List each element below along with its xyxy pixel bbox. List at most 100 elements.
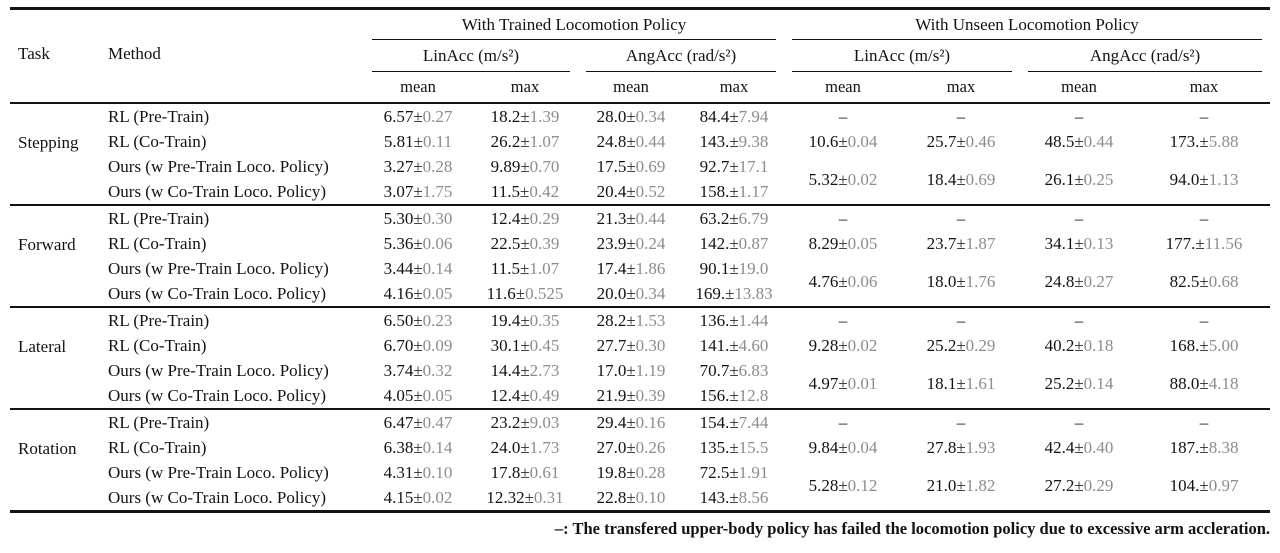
value-std: 1.76 bbox=[965, 271, 996, 291]
value-mean: 5.30 bbox=[383, 209, 414, 228]
missing-value-cell: – bbox=[1020, 306, 1138, 333]
value-cell: 6.50±0.23 bbox=[364, 306, 472, 333]
dash-symbol: – bbox=[1199, 311, 1209, 330]
value-std: 7.44 bbox=[738, 413, 769, 432]
value-cell: 141.±4.60 bbox=[684, 333, 784, 358]
plus-minus-symbol: ± bbox=[956, 271, 966, 291]
value-cell: 158.±1.17 bbox=[684, 179, 784, 205]
plus-minus-symbol: ± bbox=[626, 438, 636, 457]
plus-minus-symbol: ± bbox=[1199, 132, 1209, 151]
value-std: 0.01 bbox=[847, 373, 878, 393]
plus-minus-symbol: ± bbox=[729, 157, 739, 176]
column-header-mean: mean bbox=[784, 72, 902, 104]
value-std: 1.86 bbox=[635, 259, 666, 278]
value-std: 1.75 bbox=[422, 182, 453, 201]
value-cell: 19.8±0.28 bbox=[578, 460, 684, 485]
plus-minus-symbol: ± bbox=[725, 284, 735, 303]
plus-minus-symbol: ± bbox=[413, 438, 423, 457]
plus-minus-symbol: ± bbox=[1199, 271, 1209, 291]
plus-minus-symbol: ± bbox=[838, 132, 848, 151]
value-cell: 17.5±0.69 bbox=[578, 154, 684, 179]
value-cell: 12.4±0.49 bbox=[472, 383, 578, 409]
value-mean: 17.5 bbox=[596, 157, 627, 176]
value-mean: 29.4 bbox=[596, 413, 627, 432]
value-mean: 4.31 bbox=[383, 463, 414, 482]
plus-minus-symbol: ± bbox=[413, 361, 423, 380]
dash-symbol: – bbox=[1199, 209, 1209, 228]
value-std: 0.29 bbox=[529, 209, 560, 228]
table-row: Rotation RL (Pre-Train) 6.47±0.47 23.2±9.03… bbox=[10, 408, 1271, 512]
value-std: 0.44 bbox=[635, 132, 666, 151]
value-mean: 9.28 bbox=[808, 336, 839, 355]
value-std: 0.28 bbox=[635, 463, 666, 482]
value-std: 0.34 bbox=[635, 107, 666, 126]
value-mean: 104. bbox=[1169, 475, 1200, 495]
value-std: 4.60 bbox=[738, 336, 769, 355]
plus-minus-symbol: ± bbox=[520, 182, 530, 201]
value-mean: 24.8 bbox=[596, 132, 627, 151]
value-std: 0.06 bbox=[422, 234, 453, 253]
value-cell: 154.±7.44 bbox=[684, 408, 784, 435]
value-mean: 20.0 bbox=[596, 284, 627, 303]
plus-minus-symbol: ± bbox=[729, 132, 739, 151]
plus-minus-symbol: ± bbox=[413, 182, 423, 201]
value-cell: 135.±15.5 bbox=[684, 435, 784, 460]
method-cell: Ours (w Co-Train Loco. Policy) bbox=[108, 488, 326, 507]
value-mean: 173. bbox=[1169, 132, 1200, 151]
subgroup-header-linacc-trained: LinAcc (m/s²) bbox=[364, 40, 578, 72]
plus-minus-symbol: ± bbox=[838, 271, 848, 291]
value-std: 5.00 bbox=[1208, 336, 1239, 355]
value-cell: 156.±12.8 bbox=[684, 383, 784, 409]
value-mean: 28.2 bbox=[596, 311, 627, 330]
value-cell: 3.07±1.75 bbox=[364, 179, 472, 205]
value-cell: 136.±1.44 bbox=[684, 306, 784, 333]
plus-minus-symbol: ± bbox=[520, 157, 530, 176]
plus-minus-symbol: ± bbox=[1074, 475, 1084, 495]
plus-minus-symbol: ± bbox=[520, 209, 530, 228]
dash-symbol: – bbox=[1074, 209, 1084, 228]
value-mean: 20.4 bbox=[596, 182, 627, 201]
method-cell: Ours (w Pre-Train Loco. Policy) bbox=[108, 463, 329, 482]
value-std: 0.49 bbox=[529, 386, 560, 405]
value-std: 0.44 bbox=[635, 209, 666, 228]
value-cell: 21.3±0.44 bbox=[578, 204, 684, 231]
value-cell: 70.7±6.83 bbox=[684, 358, 784, 383]
value-std: 0.04 bbox=[847, 438, 878, 457]
value-std: 0.04 bbox=[847, 132, 878, 151]
value-std: 0.05 bbox=[422, 284, 453, 303]
task-cell: Forward bbox=[10, 204, 100, 307]
value-mean: 6.50 bbox=[383, 311, 414, 330]
plus-minus-symbol: ± bbox=[1074, 438, 1084, 457]
value-std: 0.18 bbox=[1083, 336, 1114, 355]
value-cell: 22.8±0.10 bbox=[578, 485, 684, 512]
value-mean: 27.0 bbox=[596, 438, 627, 457]
dash-symbol: – bbox=[956, 413, 966, 432]
value-cell: 12.4±0.29 bbox=[472, 204, 578, 231]
plus-minus-symbol: ± bbox=[626, 361, 636, 380]
plus-minus-symbol: ± bbox=[1199, 336, 1209, 355]
dash-symbol: – bbox=[838, 413, 848, 432]
value-cell: 4.05±0.05 bbox=[364, 383, 472, 409]
value-std: 0.16 bbox=[635, 413, 666, 432]
value-mean: 18.1 bbox=[926, 373, 957, 393]
value-std: 12.8 bbox=[738, 386, 769, 405]
value-cell: 4.76±0.06 bbox=[784, 256, 902, 307]
plus-minus-symbol: ± bbox=[956, 438, 966, 457]
value-mean: 30.1 bbox=[490, 336, 521, 355]
value-std: 19.0 bbox=[738, 259, 769, 278]
value-mean: 17.0 bbox=[596, 361, 627, 380]
value-cell: 21.9±0.39 bbox=[578, 383, 684, 409]
value-cell: 26.2±1.07 bbox=[472, 129, 578, 154]
plus-minus-symbol: ± bbox=[729, 259, 739, 278]
value-std: 1.07 bbox=[529, 132, 560, 151]
value-cell: 27.8±1.93 bbox=[902, 435, 1020, 460]
plus-minus-symbol: ± bbox=[729, 336, 739, 355]
plus-minus-symbol: ± bbox=[1199, 475, 1209, 495]
value-mean: 92.7 bbox=[699, 157, 730, 176]
value-std: 1.07 bbox=[529, 259, 560, 278]
value-std: 0.30 bbox=[635, 336, 666, 355]
value-cell: 24.0±1.73 bbox=[472, 435, 578, 460]
plus-minus-symbol: ± bbox=[838, 336, 848, 355]
plus-minus-symbol: ± bbox=[1074, 132, 1084, 151]
value-cell: 142.±0.87 bbox=[684, 231, 784, 256]
